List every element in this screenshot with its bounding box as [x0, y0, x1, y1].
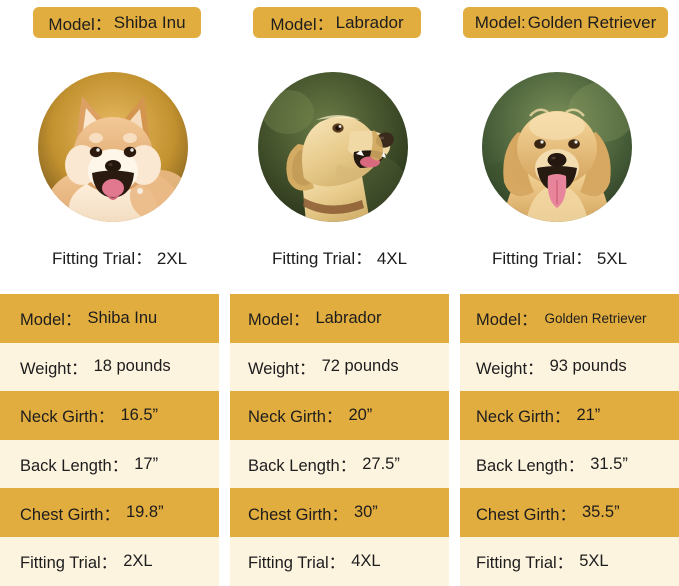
- table-row: Fitting Trial： 4XL: [230, 536, 449, 586]
- spec-column-labrador: Model： Labrador Weight： 72 pounds Neck G…: [230, 294, 449, 586]
- row-value-neck-girth: 21”: [576, 405, 601, 424]
- row-label-fitting-trial: Fitting Trial：: [20, 554, 118, 573]
- table-row: Chest Girth： 35.5”: [460, 488, 679, 537]
- row-value-model: Labrador: [315, 308, 382, 327]
- table-row: Neck Girth： 21”: [460, 391, 679, 440]
- table-row: Weight： 93 pounds: [460, 342, 679, 392]
- row-value-chest-girth: 35.5”: [581, 503, 620, 522]
- row-label-model: Model：: [248, 311, 310, 330]
- photo-slot-golden-retriever: [482, 72, 632, 222]
- row-value-model: Golden Retriever: [544, 310, 647, 326]
- model-badge-value-1: Shiba Inu: [113, 12, 186, 32]
- table-row: Chest Girth： 19.8”: [0, 488, 219, 537]
- model-badge-label-1: Model：: [48, 15, 112, 34]
- fitting-trial-caption-golden-retriever: Fitting Trial： 5XL: [492, 249, 628, 268]
- row-label-weight: Weight：: [20, 359, 88, 378]
- row-label-back-length: Back Length：: [20, 457, 129, 476]
- row-value-back-length: 17”: [134, 454, 159, 473]
- fitting-trial-caption-shiba-inu: Fitting Trial： 2XL: [52, 249, 188, 268]
- row-label-model: Model：: [476, 311, 538, 330]
- table-row: Back Length： 17”: [0, 439, 219, 489]
- model-badge-label-3: Model:: [474, 12, 526, 32]
- labrador-photo: [258, 72, 408, 222]
- row-label-chest-girth: Chest Girth：: [20, 505, 120, 524]
- dog-photo-row: [0, 58, 679, 234]
- row-label-back-length: Back Length：: [248, 457, 357, 476]
- fitting-trial-caption-labrador: Fitting Trial： 4XL: [272, 249, 408, 268]
- shiba-inu-photo: [38, 72, 188, 222]
- row-label-fitting-trial: Fitting Trial：: [476, 554, 574, 573]
- row-value-chest-girth: 19.8”: [125, 503, 164, 522]
- model-badge-golden-retriever: Model: Golden Retriever: [463, 7, 668, 38]
- row-value-weight: 72 pounds: [321, 357, 399, 376]
- row-value-neck-girth: 16.5”: [120, 405, 159, 424]
- table-row: Fitting Trial： 5XL: [460, 536, 679, 586]
- row-value-fitting-trial: 5XL: [579, 551, 609, 570]
- table-row: Model： Golden Retriever: [460, 294, 679, 343]
- table-row: Weight： 72 pounds: [230, 342, 449, 392]
- row-label-weight: Weight：: [476, 359, 544, 378]
- model-badge-label-2: Model：: [270, 15, 334, 34]
- row-label-chest-girth: Chest Girth：: [476, 505, 576, 524]
- row-label-neck-girth: Neck Girth：: [20, 408, 115, 427]
- table-row: Model： Shiba Inu: [0, 294, 219, 343]
- row-value-fitting-trial: 4XL: [351, 551, 381, 570]
- table-row: Neck Girth： 16.5”: [0, 391, 219, 440]
- row-value-chest-girth: 30”: [353, 503, 378, 522]
- photo-slot-labrador: [258, 72, 408, 222]
- row-label-chest-girth: Chest Girth：: [248, 505, 348, 524]
- row-value-fitting-trial: 2XL: [123, 551, 153, 570]
- spec-table: Model： Shiba Inu Weight： 18 pounds Neck …: [0, 286, 679, 586]
- model-badge-value-3: Golden Retriever: [527, 12, 657, 32]
- table-row: Back Length： 31.5”: [460, 439, 679, 489]
- row-label-neck-girth: Neck Girth：: [248, 408, 343, 427]
- model-badge-shiba-inu: Model： Shiba Inu: [33, 7, 201, 38]
- row-value-neck-girth: 20”: [348, 405, 373, 424]
- row-label-weight: Weight：: [248, 359, 316, 378]
- model-badge-labrador: Model： Labrador: [253, 7, 421, 38]
- table-row: Weight： 18 pounds: [0, 342, 219, 392]
- row-value-weight: 18 pounds: [93, 357, 171, 376]
- model-badge-row: Model： Shiba Inu Model： Labrador Model: …: [0, 0, 679, 58]
- row-label-fitting-trial: Fitting Trial：: [248, 554, 346, 573]
- fitting-trial-caption-row: Fitting Trial： 2XL Fitting Trial： 4XL Fi…: [0, 234, 679, 286]
- row-label-back-length: Back Length：: [476, 457, 585, 476]
- row-label-neck-girth: Neck Girth：: [476, 408, 571, 427]
- photo-slot-shiba-inu: [38, 72, 188, 222]
- spec-column-golden-retriever: Model： Golden Retriever Weight： 93 pound…: [460, 294, 679, 586]
- row-value-back-length: 31.5”: [590, 454, 628, 473]
- table-row: Chest Girth： 30”: [230, 488, 449, 537]
- table-row: Fitting Trial： 2XL: [0, 536, 219, 586]
- row-value-weight: 93 pounds: [549, 357, 627, 376]
- row-label-model: Model：: [20, 311, 82, 330]
- row-value-back-length: 27.5”: [362, 454, 400, 473]
- row-value-model: Shiba Inu: [87, 308, 158, 327]
- golden-retriever-photo: [482, 72, 632, 222]
- table-row: Neck Girth： 20”: [230, 391, 449, 440]
- model-badge-value-2: Labrador: [335, 12, 404, 32]
- table-row: Back Length： 27.5”: [230, 439, 449, 489]
- spec-column-shiba-inu: Model： Shiba Inu Weight： 18 pounds Neck …: [0, 294, 219, 586]
- table-row: Model： Labrador: [230, 294, 449, 343]
